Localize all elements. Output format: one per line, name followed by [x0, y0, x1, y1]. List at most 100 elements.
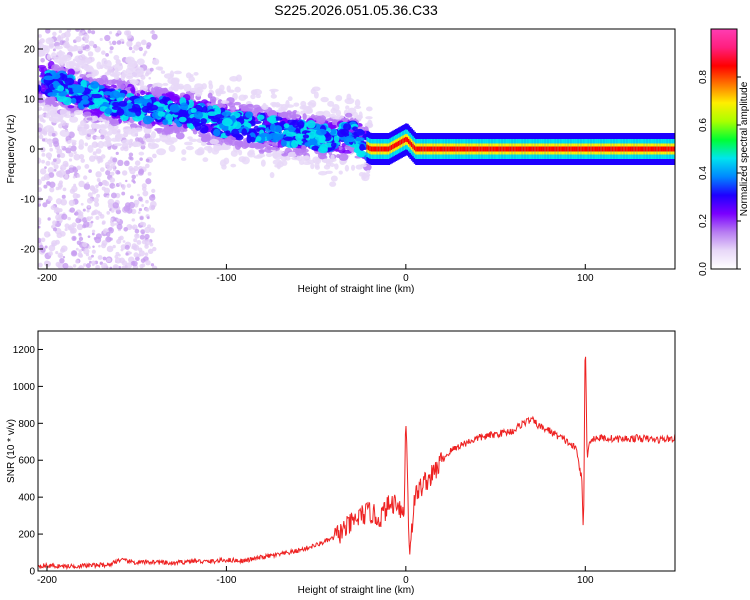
heatmap-cell [68, 145, 72, 149]
heatmap-cell [501, 146, 504, 152]
heatmap-cell [124, 244, 130, 250]
heatmap-cell [138, 46, 143, 52]
heatmap-cell [139, 222, 143, 226]
heatmap-cell [272, 150, 277, 158]
heatmap-cell [338, 170, 343, 175]
heatmap-cell [436, 146, 439, 152]
heatmap-cell [51, 52, 57, 59]
heatmap-cell [621, 146, 625, 152]
heatmap-cell [273, 125, 283, 133]
heatmap-cell [667, 146, 671, 152]
heatmap-cell [123, 146, 129, 152]
heatmap-cell [125, 179, 128, 183]
heatmap-cell [188, 76, 195, 83]
heatmap-cell [134, 233, 140, 239]
heatmap-cell [159, 99, 165, 104]
heatmap-cell [319, 143, 328, 152]
heatmap-cell [149, 204, 156, 211]
heatmap-cell [91, 254, 94, 258]
heatmap-cell [85, 44, 90, 49]
heatmap-cell [481, 146, 484, 152]
heatmap-cell [105, 53, 109, 57]
heatmap-cell [639, 146, 642, 152]
heatmap-cell [412, 143, 415, 149]
heatmap-cell [345, 105, 350, 110]
heatmap-cell [133, 141, 142, 148]
heatmap-cell [54, 45, 63, 50]
heatmap-cell [258, 149, 266, 153]
heatmap-cell [64, 77, 75, 86]
heatmap-cell [151, 33, 158, 40]
heatmap-cell [555, 146, 559, 152]
heatmap-cell [132, 244, 140, 251]
heatmap-cell [106, 131, 113, 136]
heatmap-cell [330, 128, 337, 135]
heatmap-cell [137, 169, 144, 176]
heatmap-cell [135, 66, 144, 73]
heatmap-cell [85, 73, 96, 79]
heatmap-cell [133, 238, 138, 243]
heatmap-cell [72, 175, 76, 179]
heatmap-cell [69, 207, 75, 213]
heatmap-cell [253, 155, 263, 159]
heatmap-cell [121, 265, 128, 269]
heatmap-cell [140, 229, 146, 235]
heatmap-cell [233, 121, 242, 130]
heatmap-cell [504, 146, 507, 152]
heatmap-cell [521, 146, 524, 152]
heatmap-cell [53, 168, 57, 172]
heatmap-cell [563, 146, 566, 152]
heatmap-cell [62, 256, 66, 259]
heatmap-cell [219, 84, 225, 92]
heatmap-cell [144, 233, 150, 240]
heatmap-cell [354, 99, 361, 107]
heatmap-cell [87, 192, 93, 198]
heatmap-cell [197, 147, 205, 155]
heatmap-cell [573, 146, 576, 152]
heatmap-cell [98, 78, 104, 86]
heatmap-cell [614, 146, 617, 152]
heatmap-cell [78, 154, 85, 160]
heatmap-cell [106, 245, 114, 253]
heatmap-cell [117, 159, 124, 166]
heatmap-cell [548, 146, 551, 152]
heatmap-cell [499, 146, 503, 152]
heatmap-cell [530, 146, 533, 152]
heatmap-cell [58, 119, 64, 123]
heatmap-cell [58, 92, 67, 97]
heatmap-cell [97, 210, 101, 214]
heatmap-cell [386, 146, 389, 152]
heatmap-cell [303, 155, 311, 163]
heatmap-cell [116, 40, 122, 45]
heatmap-cell [296, 154, 303, 162]
heatmap-cell [413, 145, 416, 151]
heatmap-cell [56, 148, 63, 155]
heatmap-cell [253, 107, 259, 114]
heatmap-cell [91, 232, 95, 236]
heatmap-cell [138, 250, 145, 257]
heatmap-cell [70, 145, 77, 152]
heatmap-cell [269, 146, 279, 151]
heatmap-cell [192, 129, 198, 135]
heatmap-cell [140, 74, 146, 80]
heatmap-cell [132, 180, 136, 184]
heatmap-cell [355, 137, 365, 142]
heatmap-cell [43, 260, 50, 267]
heatmap-cell [101, 50, 106, 55]
heatmap-cell [268, 115, 277, 124]
heatmap-cell [46, 138, 53, 145]
heatmap-cell [591, 146, 594, 152]
heatmap-cell [232, 133, 243, 138]
heatmap-cell [560, 146, 563, 152]
heatmap-cell [561, 146, 564, 152]
heatmap-cell [266, 145, 272, 151]
heatmap-cell [171, 77, 180, 84]
heatmap-cell [396, 141, 399, 147]
snr-frame [37, 330, 676, 572]
heatmap-cell [129, 167, 136, 175]
heatmap-cell [138, 151, 145, 156]
heatmap-cell [198, 134, 207, 138]
heatmap-cell [62, 262, 69, 269]
heatmap-cell [83, 175, 88, 180]
heatmap-cell [111, 80, 119, 84]
